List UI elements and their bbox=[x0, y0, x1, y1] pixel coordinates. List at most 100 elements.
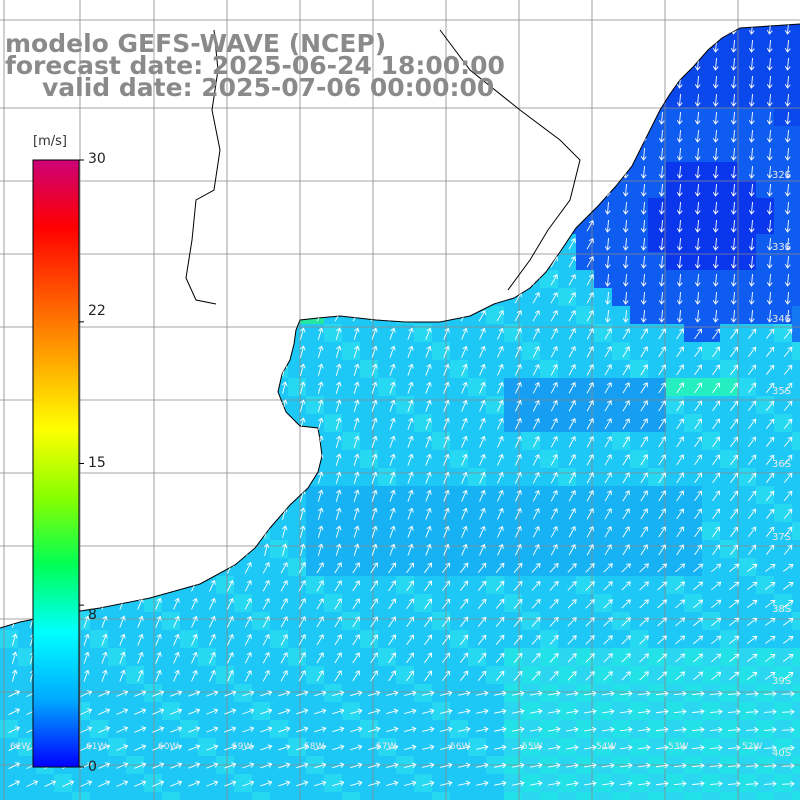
speed-cell bbox=[756, 54, 774, 72]
wind-arrow bbox=[622, 201, 629, 215]
wind-arrow bbox=[479, 453, 486, 466]
speed-cell bbox=[162, 522, 180, 540]
wind-arrow bbox=[479, 345, 486, 358]
wind-arrow bbox=[550, 490, 558, 502]
wind-arrow bbox=[334, 256, 342, 268]
wind-arrow bbox=[712, 418, 720, 430]
wind-arrow bbox=[766, 273, 773, 287]
wind-arrow bbox=[227, 525, 234, 538]
wind-arrow bbox=[568, 436, 576, 448]
speed-cell bbox=[162, 342, 180, 360]
wind-arrow bbox=[244, 184, 252, 196]
wind-arrow bbox=[694, 237, 701, 251]
speed-cell bbox=[738, 702, 756, 720]
wind-arrow bbox=[497, 417, 504, 430]
wind-arrow bbox=[296, 690, 309, 697]
wind-arrow bbox=[208, 220, 216, 232]
wind-arrow bbox=[352, 220, 360, 232]
speed-cell bbox=[180, 360, 198, 378]
speed-cell bbox=[594, 774, 612, 792]
wind-arrow bbox=[640, 273, 647, 287]
speed-cell bbox=[522, 504, 540, 522]
wind-arrow bbox=[280, 148, 288, 160]
speed-cell bbox=[630, 504, 648, 522]
wind-arrow bbox=[82, 130, 90, 142]
wind-arrow bbox=[388, 634, 396, 646]
wind-arrow bbox=[371, 435, 378, 448]
wind-arrow bbox=[82, 202, 90, 214]
wind-arrow bbox=[407, 381, 414, 394]
wind-arrow bbox=[530, 762, 543, 769]
wind-arrow bbox=[298, 616, 306, 628]
wind-arrow bbox=[11, 633, 18, 646]
wind-arrow bbox=[298, 184, 306, 196]
speed-cell bbox=[720, 162, 738, 180]
wind-arrow bbox=[334, 580, 342, 592]
wind-arrow bbox=[783, 328, 793, 339]
wind-arrow bbox=[350, 744, 363, 751]
speed-cell bbox=[468, 522, 486, 540]
wind-arrow bbox=[335, 507, 342, 520]
wind-arrow bbox=[479, 471, 486, 484]
wind-arrow bbox=[278, 780, 291, 787]
speed-cell bbox=[792, 234, 800, 252]
wind-arrow bbox=[389, 417, 396, 430]
wind-arrow bbox=[676, 418, 684, 430]
wind-arrow bbox=[244, 651, 252, 664]
speed-cell bbox=[558, 774, 576, 792]
wind-arrow bbox=[512, 780, 525, 787]
wind-arrow bbox=[101, 363, 108, 377]
wind-arrow bbox=[477, 616, 487, 627]
wind-arrow bbox=[584, 744, 597, 751]
wind-arrow bbox=[765, 454, 775, 465]
wind-arrow bbox=[224, 744, 237, 751]
wind-arrow bbox=[370, 166, 378, 178]
wind-arrow bbox=[298, 274, 306, 286]
speed-cell bbox=[342, 162, 360, 180]
wind-arrow bbox=[712, 436, 720, 448]
wind-arrow bbox=[784, 219, 791, 233]
wind-arrow bbox=[137, 507, 144, 521]
speed-cell bbox=[378, 108, 396, 126]
wind-arrow bbox=[730, 111, 737, 125]
speed-cell bbox=[486, 576, 504, 594]
wind-arrow bbox=[299, 381, 306, 394]
wind-arrow bbox=[83, 615, 90, 628]
wind-arrow bbox=[80, 780, 93, 787]
wind-arrow bbox=[224, 762, 237, 769]
wind-arrow bbox=[658, 346, 666, 358]
wind-arrow bbox=[80, 690, 93, 697]
wind-arrow bbox=[227, 489, 234, 502]
speed-cell bbox=[162, 252, 180, 270]
wind-arrow bbox=[172, 112, 180, 124]
speed-cell bbox=[774, 0, 792, 18]
speed-cell bbox=[756, 0, 774, 18]
speed-cell bbox=[558, 486, 576, 504]
wind-arrow bbox=[353, 417, 360, 430]
wind-arrow bbox=[514, 525, 522, 538]
wind-arrow bbox=[442, 598, 451, 610]
wind-arrow bbox=[208, 310, 216, 322]
speed-cell bbox=[684, 522, 702, 540]
speed-cell bbox=[126, 126, 144, 144]
wind-arrow bbox=[442, 562, 451, 574]
speed-cell bbox=[594, 414, 612, 432]
wind-arrow bbox=[781, 708, 795, 715]
wind-arrow bbox=[783, 436, 793, 447]
wind-arrow bbox=[461, 453, 468, 466]
wind-arrow bbox=[443, 489, 450, 502]
wind-arrow bbox=[712, 508, 720, 520]
speed-cell bbox=[486, 306, 504, 324]
speed-cell bbox=[576, 684, 594, 702]
wind-arrow bbox=[709, 690, 723, 697]
wind-arrow bbox=[622, 237, 629, 251]
wind-arrow bbox=[549, 599, 559, 609]
speed-cell bbox=[90, 630, 108, 648]
wind-arrow bbox=[244, 310, 252, 322]
speed-cell bbox=[486, 666, 504, 684]
speed-cell bbox=[702, 378, 720, 396]
wind-arrow bbox=[406, 220, 414, 232]
speed-cell bbox=[342, 252, 360, 270]
wind-arrow bbox=[440, 708, 453, 715]
wind-arrow bbox=[64, 112, 72, 124]
